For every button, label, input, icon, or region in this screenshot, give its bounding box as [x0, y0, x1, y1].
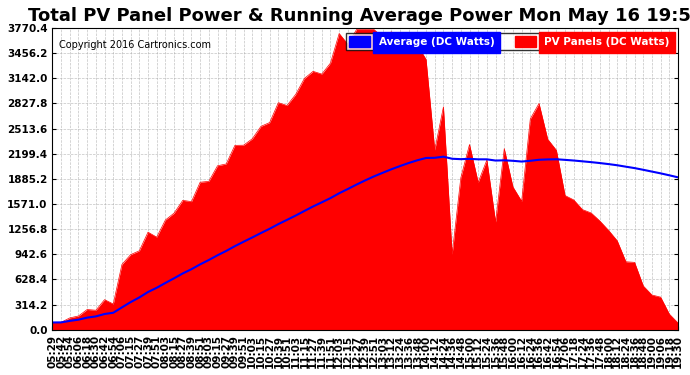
Title: Total PV Panel Power & Running Average Power Mon May 16 19:59: Total PV Panel Power & Running Average P…: [28, 7, 690, 25]
Legend: Average (DC Watts), PV Panels (DC Watts): Average (DC Watts), PV Panels (DC Watts): [346, 33, 673, 50]
Text: Copyright 2016 Cartronics.com: Copyright 2016 Cartronics.com: [59, 40, 210, 50]
